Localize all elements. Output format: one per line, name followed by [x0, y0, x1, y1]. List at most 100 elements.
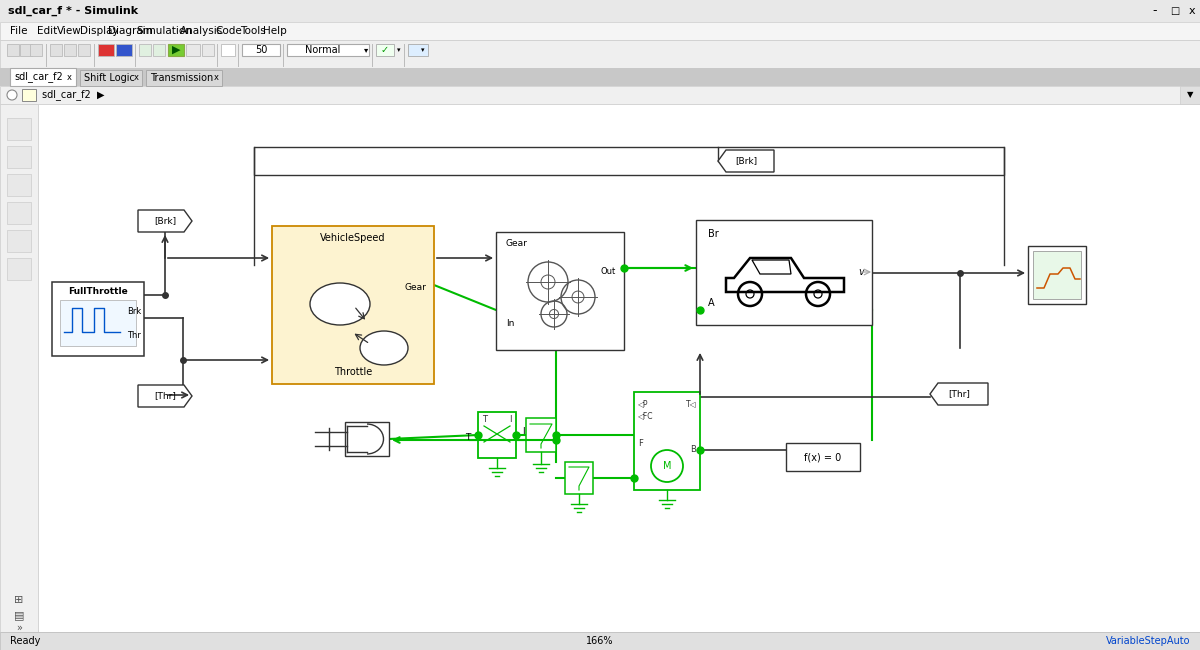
Text: sdl_car_f * - Simulink: sdl_car_f * - Simulink [8, 6, 138, 16]
Text: Gear: Gear [506, 239, 528, 248]
Polygon shape [138, 210, 192, 232]
Bar [287, 44, 370, 56]
Text: Br: Br [708, 229, 719, 239]
Bar [496, 232, 624, 350]
Bar [0, 68, 1200, 86]
Text: »: » [16, 623, 22, 633]
Text: Thr: Thr [127, 332, 142, 341]
Bar [7, 146, 31, 168]
Bar [634, 392, 700, 490]
Bar [376, 44, 394, 56]
Bar [10, 68, 76, 86]
Text: □: □ [1170, 6, 1180, 16]
Text: A: A [708, 298, 715, 308]
Text: ▾: ▾ [364, 46, 368, 55]
Text: ◁FC: ◁FC [638, 411, 654, 421]
Bar [254, 147, 1004, 175]
Text: Tools: Tools [240, 26, 265, 36]
Polygon shape [718, 150, 774, 172]
Bar [0, 632, 1200, 650]
Text: Analysis: Analysis [180, 26, 223, 36]
Bar [346, 422, 389, 456]
Bar [478, 412, 516, 458]
Text: Brk: Brk [127, 307, 142, 317]
Text: Ready: Ready [10, 636, 41, 646]
Bar [7, 44, 19, 56]
Text: f(x) = 0: f(x) = 0 [804, 452, 841, 462]
Text: [Brk]: [Brk] [154, 216, 176, 226]
Bar [116, 44, 132, 56]
Text: ▾: ▾ [421, 47, 425, 53]
Bar [0, 0, 1200, 22]
Text: FullThrottle: FullThrottle [68, 287, 128, 296]
Bar [0, 86, 1200, 104]
Bar [154, 44, 166, 56]
Text: Code: Code [215, 26, 241, 36]
Bar [0, 40, 1200, 68]
Text: Out: Out [601, 268, 616, 276]
Bar [7, 118, 31, 140]
Bar [7, 230, 31, 252]
Text: B: B [690, 445, 696, 454]
Bar [186, 44, 200, 56]
Bar [0, 22, 1200, 40]
Bar [60, 300, 136, 346]
Text: x: x [66, 73, 72, 81]
Text: ▤: ▤ [13, 610, 24, 620]
Bar [80, 70, 142, 86]
Text: ▼: ▼ [1187, 90, 1193, 99]
Polygon shape [138, 385, 192, 407]
Text: File: File [10, 26, 28, 36]
Bar [696, 220, 872, 325]
Text: Simulation: Simulation [136, 26, 192, 36]
Bar [272, 226, 434, 384]
Text: M: M [662, 461, 671, 471]
Text: I: I [510, 415, 512, 424]
Text: Transmission: Transmission [150, 73, 214, 83]
Bar [1028, 246, 1086, 304]
Bar [168, 44, 184, 56]
Circle shape [7, 90, 17, 100]
Text: Normal: Normal [305, 45, 341, 55]
Bar [202, 44, 214, 56]
Bar [64, 44, 76, 56]
Bar [1033, 251, 1081, 299]
Bar [565, 462, 593, 494]
Bar [52, 282, 144, 356]
Polygon shape [930, 383, 988, 405]
Text: sdl_car_f2: sdl_car_f2 [14, 72, 62, 83]
Text: T◁: T◁ [685, 400, 696, 408]
Bar [526, 418, 556, 452]
Ellipse shape [360, 331, 408, 365]
Text: 50: 50 [254, 45, 268, 55]
Bar [408, 44, 428, 56]
Text: T: T [482, 415, 487, 424]
Text: ▾: ▾ [397, 47, 401, 53]
Text: sdl_car_f2  ▶: sdl_car_f2 ▶ [42, 90, 104, 101]
Text: ◁P: ◁P [638, 400, 648, 408]
Text: Diagram: Diagram [108, 26, 152, 36]
Text: ⊞: ⊞ [14, 595, 24, 605]
Text: Gear: Gear [404, 283, 426, 292]
Text: I: I [522, 428, 524, 437]
Text: x: x [1189, 6, 1195, 16]
Text: [Thr]: [Thr] [154, 391, 176, 400]
Text: x: x [133, 73, 138, 83]
Text: 166%: 166% [587, 636, 613, 646]
Text: -: - [1153, 5, 1157, 18]
Bar [20, 44, 32, 56]
Ellipse shape [310, 283, 370, 325]
Bar [139, 44, 151, 56]
Text: ▶: ▶ [172, 45, 180, 55]
Text: x: x [214, 73, 218, 83]
Text: View: View [58, 26, 82, 36]
Bar [50, 44, 62, 56]
Bar [7, 202, 31, 224]
Bar [242, 44, 280, 56]
Bar [786, 443, 860, 471]
Text: [Brk]: [Brk] [734, 157, 757, 166]
Bar [221, 44, 235, 56]
Text: Edit: Edit [37, 26, 58, 36]
Text: VariableStepAuto: VariableStepAuto [1105, 636, 1190, 646]
Bar [0, 104, 38, 632]
